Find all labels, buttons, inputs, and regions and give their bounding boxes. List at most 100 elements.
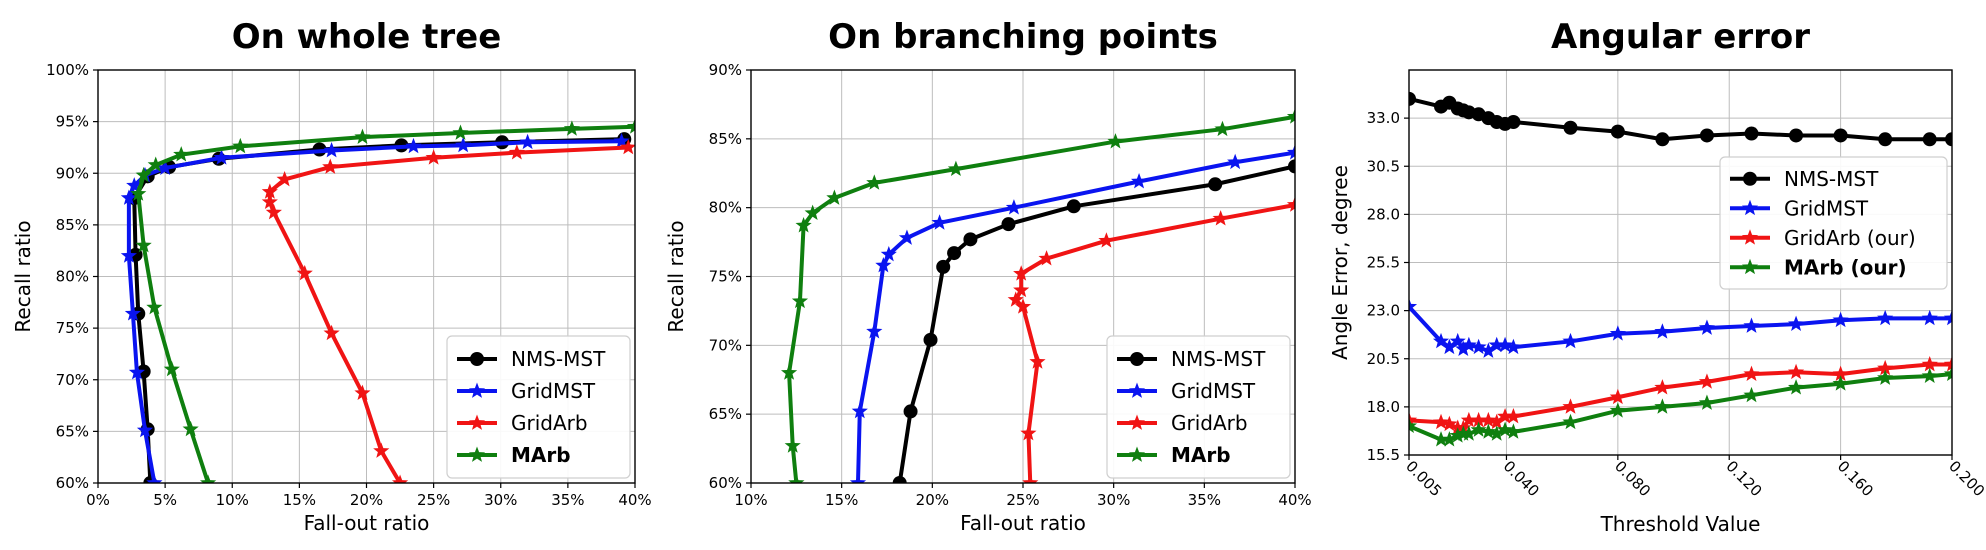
series-line-gridmst <box>1409 305 1952 354</box>
data-point <box>1654 398 1671 414</box>
data-point <box>826 189 843 205</box>
data-point <box>1460 425 1477 441</box>
series-gridarb-our <box>1409 356 1952 435</box>
data-point <box>157 159 174 175</box>
data-point <box>1020 424 1037 441</box>
data-point <box>1877 359 1894 376</box>
x-tick-label: 10% <box>216 491 249 509</box>
data-point <box>1409 298 1418 314</box>
y-tick-label: 95% <box>56 113 89 131</box>
chart-title: On whole tree <box>232 17 502 57</box>
series-line-marb <box>787 114 1295 483</box>
data-point <box>391 474 409 483</box>
legend-item-gridmst: GridMST <box>1117 379 1256 403</box>
x-tick-label: 20% <box>350 491 383 509</box>
y-tick-label: 60% <box>56 474 89 492</box>
x-tick-label: 0.040 <box>1500 457 1543 500</box>
data-point <box>1441 338 1458 355</box>
legend-marker <box>1128 414 1146 430</box>
data-point <box>1496 336 1514 353</box>
x-tick-label: 35% <box>551 491 584 509</box>
data-point <box>1609 402 1626 418</box>
x-tick-label: 0% <box>86 491 110 509</box>
data-point <box>120 247 137 263</box>
data-point <box>1014 298 1032 314</box>
data-point <box>373 442 390 458</box>
x-tick-label: 40% <box>618 491 651 509</box>
x-axis-label: Fall-out ratio <box>304 511 430 535</box>
legend-item-nms-mst: NMS-MST <box>1117 347 1266 371</box>
data-point <box>1921 356 1938 372</box>
data-point <box>1698 373 1716 389</box>
y-tick-label: 65% <box>709 405 742 423</box>
data-point <box>851 402 868 419</box>
x-tick-label: 20% <box>916 491 949 509</box>
data-point <box>1449 332 1466 349</box>
series-nms-mst <box>1409 91 1952 147</box>
data-point <box>1227 153 1244 170</box>
legend-label: NMS-MST <box>1171 347 1266 371</box>
data-point <box>1609 325 1626 341</box>
y-tick-label: 85% <box>709 130 742 148</box>
chart-title: On branching points <box>828 17 1218 57</box>
data-point <box>136 421 154 438</box>
data-point <box>519 133 536 150</box>
data-point <box>1432 413 1450 430</box>
data-point <box>1609 388 1626 405</box>
data-point <box>265 203 282 220</box>
x-tick-label: 0.160 <box>1834 457 1877 500</box>
data-point <box>1449 427 1466 443</box>
legend-marker <box>1743 171 1757 186</box>
y-tick-label: 23.0 <box>1367 302 1400 320</box>
series-gridarb <box>261 138 635 483</box>
y-tick-label: 80% <box>709 199 742 217</box>
data-point <box>1496 408 1514 424</box>
chart-2: 10% 15% 20% 25% 30% 35% 40% 60% 65% 70% 75% 80% 85% 9… <box>664 17 1312 535</box>
legend-item-marb: MArb <box>457 443 571 467</box>
series-gridmst <box>849 144 1295 483</box>
y-tick-label: 25.5 <box>1367 254 1400 272</box>
data-point <box>1409 91 1416 106</box>
data-point <box>1470 421 1487 437</box>
data-point <box>1029 353 1046 369</box>
data-point <box>866 323 883 339</box>
data-point <box>875 256 892 273</box>
legend-label: GridMST <box>511 379 596 403</box>
data-point <box>1698 394 1716 410</box>
data-point <box>200 474 217 483</box>
data-point <box>613 132 630 149</box>
data-point <box>1655 132 1670 147</box>
data-point <box>1432 332 1450 349</box>
data-point <box>947 246 962 261</box>
legend-label: GridArb (our) <box>1784 226 1916 250</box>
data-point <box>795 217 812 233</box>
y-tick-label: 90% <box>709 61 742 79</box>
legend-label: MArb <box>1171 443 1231 467</box>
data-point <box>1877 369 1894 385</box>
data-point <box>1699 128 1714 143</box>
legend-marker <box>1128 382 1146 398</box>
legend-item-gridmst: GridMST <box>457 379 596 403</box>
data-point <box>1832 365 1849 382</box>
data-point <box>146 298 163 315</box>
legend-marker <box>470 352 484 366</box>
x-tick-label: 10% <box>734 491 767 509</box>
series-marb <box>781 108 1295 483</box>
data-point <box>1432 431 1450 447</box>
legend-item-marb: MArb <box>1117 443 1231 467</box>
data-point <box>931 214 948 230</box>
data-point <box>1787 379 1805 395</box>
x-axis-label: Threshold Value <box>1600 512 1761 536</box>
data-point <box>963 232 978 247</box>
data-point <box>261 183 278 199</box>
data-point <box>1505 338 1522 355</box>
data-point <box>232 137 249 154</box>
data-point <box>1832 311 1849 328</box>
data-point <box>1214 120 1231 137</box>
data-point <box>1877 309 1894 326</box>
data-point <box>126 177 143 193</box>
data-point <box>405 137 422 154</box>
data-point <box>213 149 230 165</box>
series-marb-our <box>1409 365 1952 447</box>
